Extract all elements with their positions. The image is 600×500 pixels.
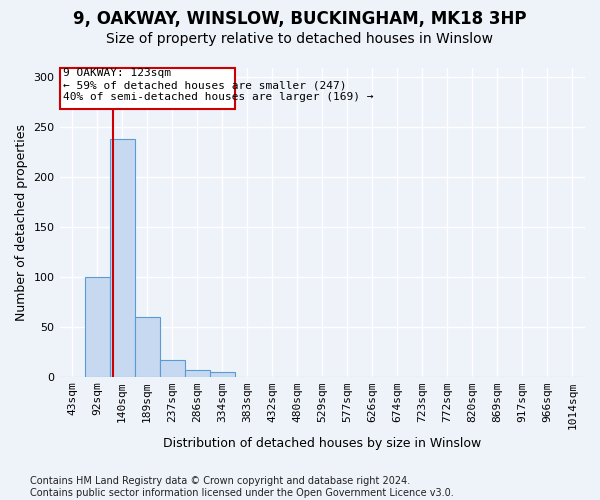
Bar: [160, 360, 185, 376]
X-axis label: Distribution of detached houses by size in Winslow: Distribution of detached houses by size …: [163, 437, 481, 450]
Text: Contains HM Land Registry data © Crown copyright and database right 2024.
Contai: Contains HM Land Registry data © Crown c…: [30, 476, 454, 498]
Text: 9, OAKWAY, WINSLOW, BUCKINGHAM, MK18 3HP: 9, OAKWAY, WINSLOW, BUCKINGHAM, MK18 3HP: [73, 10, 527, 28]
Bar: [185, 370, 209, 376]
Bar: [85, 277, 110, 376]
Bar: [110, 140, 134, 376]
Y-axis label: Number of detached properties: Number of detached properties: [15, 124, 28, 320]
FancyBboxPatch shape: [59, 68, 235, 110]
Bar: [134, 316, 160, 376]
Text: Size of property relative to detached houses in Winslow: Size of property relative to detached ho…: [107, 32, 493, 46]
Text: 9 OAKWAY: 123sqm
← 59% of detached houses are smaller (247)
40% of semi-detached: 9 OAKWAY: 123sqm ← 59% of detached house…: [63, 68, 374, 102]
Bar: [209, 372, 235, 376]
